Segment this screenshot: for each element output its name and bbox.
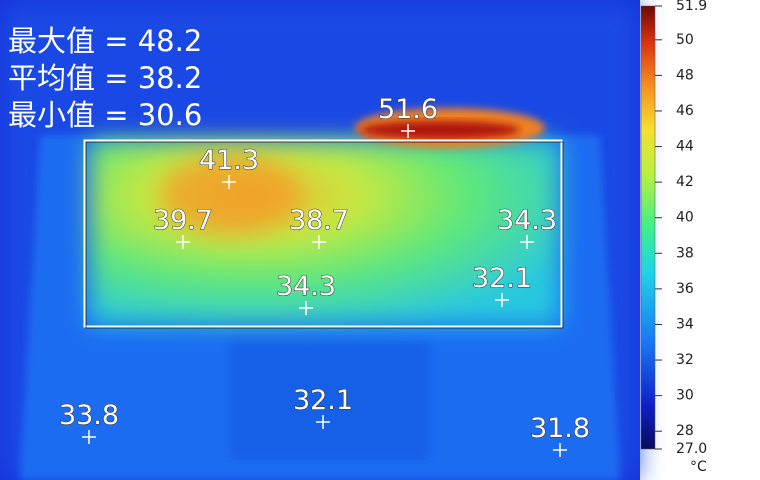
spot-label: 33.8 [59, 400, 119, 431]
spot-marker [312, 235, 326, 249]
colorbar-tick-label: 27.0 [676, 441, 707, 457]
spot-marker [495, 293, 509, 307]
spot-label: 39.7 [153, 205, 213, 236]
colorbar-unit: °C [690, 459, 707, 475]
colorbar-tick-label: 51.9 [676, 0, 707, 14]
colorbar-tick-label: 34 [676, 316, 694, 332]
spot-marker [222, 175, 236, 189]
colorbar-tick-label: 48 [676, 67, 694, 83]
colorbar-tick-label: 40 [676, 210, 694, 226]
spot-marker [176, 235, 190, 249]
stat-line: 最小值 = 30.6 [8, 98, 202, 132]
spot-readings: 51.6 41.3 39.7 38.7 34.3 34.3 32.1 33.8 32.1 31.8 [58, 94, 591, 457]
spot-label: 34.3 [276, 271, 336, 302]
spot-label: 34.3 [497, 205, 557, 236]
spot-label: 41.3 [199, 145, 259, 176]
spot-label: 51.6 [378, 94, 438, 125]
colorbar [640, 5, 656, 450]
colorbar-tick-label: 44 [676, 139, 694, 155]
colorbar-ticks: 27.0 28 30 32 34 36 38 40 42 44 46 48 50 51.9 °C [655, 0, 707, 475]
colorbar-tick-label: 28 [676, 423, 694, 439]
spot-marker [299, 301, 313, 315]
spot-marker [82, 430, 96, 444]
spot-label: 38.7 [289, 205, 349, 236]
spot-label: 32.1 [472, 263, 532, 294]
spot-label: 31.8 [530, 413, 590, 444]
spot-marker [520, 235, 534, 249]
colorbar-tick-label: 38 [676, 245, 694, 261]
colorbar-tick-label: 30 [676, 388, 694, 404]
spot-marker [401, 124, 415, 138]
colorbar-tick-label: 42 [676, 174, 694, 190]
colorbar-tick-label: 50 [676, 32, 694, 48]
spot-marker [316, 415, 330, 429]
stat-line: 最大值 = 48.2 [8, 24, 202, 58]
spot-marker [553, 443, 567, 457]
colorbar-tick-label: 36 [676, 281, 694, 297]
colorbar-tick-label: 32 [676, 352, 694, 368]
thermal-image [0, 0, 640, 480]
colorbar-tick-label: 46 [676, 103, 694, 119]
stat-line: 平均值 = 38.2 [8, 61, 202, 95]
spot-label: 32.1 [293, 385, 353, 416]
